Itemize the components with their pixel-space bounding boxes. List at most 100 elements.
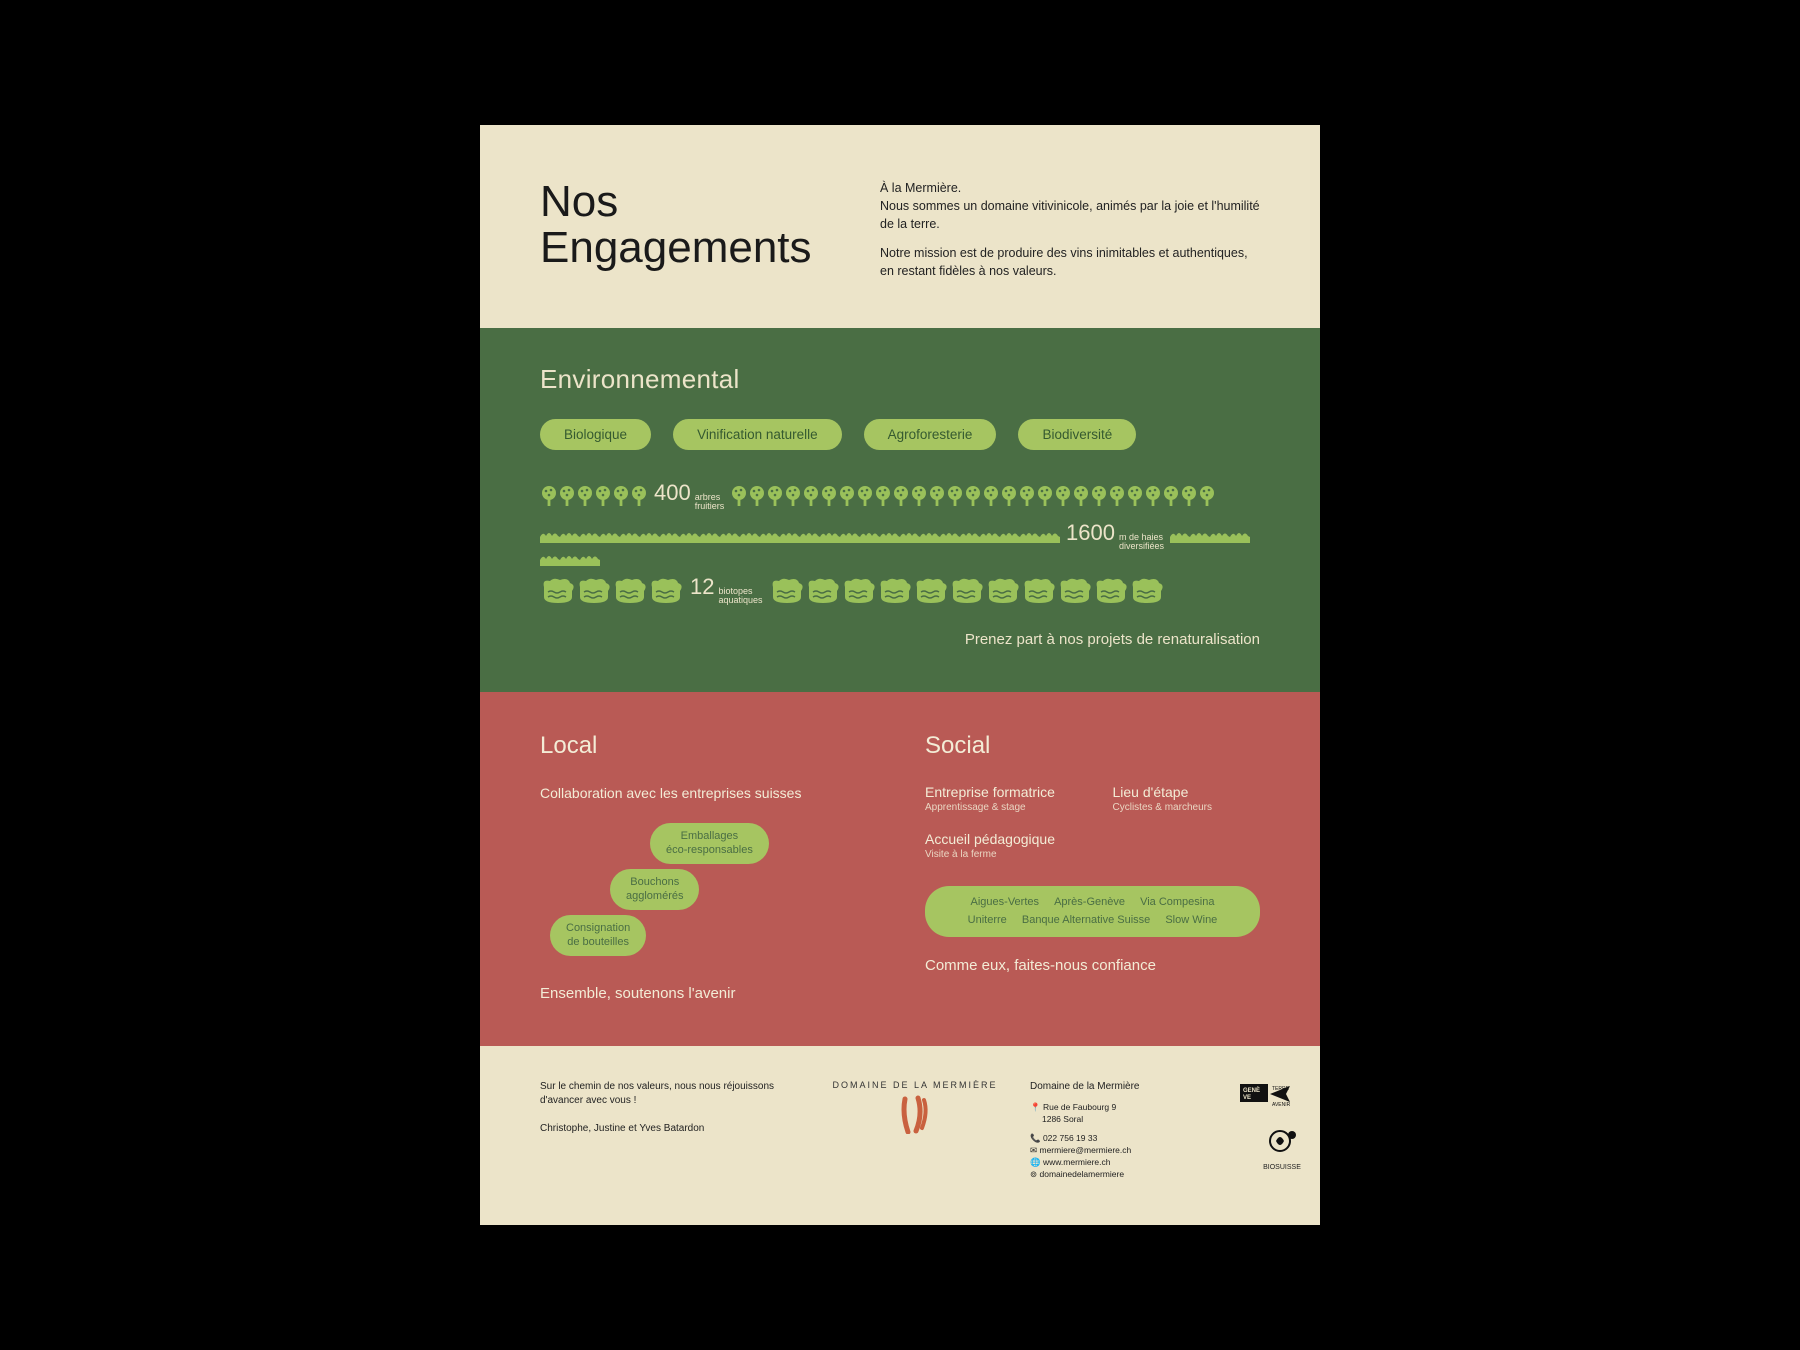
hedge-icon bbox=[540, 529, 560, 543]
hedge-icon bbox=[580, 529, 600, 543]
env-pill-row: Biologique Vinification naturelle Agrofo… bbox=[540, 419, 1260, 450]
social-item-title: Lieu d'étape bbox=[1113, 784, 1261, 800]
tree-icon bbox=[1144, 485, 1162, 507]
contact-email: mermiere@mermiere.ch bbox=[1039, 1145, 1131, 1155]
tree-icon bbox=[612, 485, 630, 507]
tree-icon bbox=[576, 485, 594, 507]
hedge-icon bbox=[1210, 529, 1230, 543]
intro-line-2: Nous sommes un domaine vitivinicole, ani… bbox=[880, 199, 1260, 231]
social-item-sub: Visite à la ferme bbox=[925, 849, 1073, 860]
stat-label: 1600 m de haiesdiversifiées bbox=[1066, 520, 1164, 552]
social-item-title: Accueil pédagogique bbox=[925, 831, 1073, 847]
hedge-icon bbox=[920, 529, 940, 543]
stat-label: 400 arbresfruitiers bbox=[654, 480, 724, 512]
header-section: Nos Engagements À la Mermière. Nous somm… bbox=[480, 125, 1320, 328]
hedge-icon bbox=[820, 529, 840, 543]
tree-icon bbox=[1162, 485, 1180, 507]
hedge-icon bbox=[1230, 529, 1250, 543]
stat-sublabel: arbresfruitiers bbox=[695, 493, 725, 512]
hedge-icon bbox=[580, 552, 600, 566]
tree-icon bbox=[540, 485, 558, 507]
pond-icon bbox=[1021, 577, 1057, 603]
cert-geneve-icon: GENÈ VE TERRE AVENIR bbox=[1240, 1080, 1302, 1108]
tree-icon bbox=[558, 485, 576, 507]
hedge-icon bbox=[560, 552, 580, 566]
logo-text: DOMAINE DE LA MERMIÈRE bbox=[832, 1080, 997, 1090]
closing-signature: Christophe, Justine et Yves Batardon bbox=[540, 1122, 800, 1136]
tree-icon bbox=[1072, 485, 1090, 507]
pond-icon bbox=[540, 577, 576, 603]
hedge-icon bbox=[1170, 529, 1190, 543]
partner-name: Aigues-Vertes bbox=[971, 896, 1039, 908]
hedge-icon bbox=[880, 529, 900, 543]
tree-icon bbox=[1054, 485, 1072, 507]
social-item: Lieu d'étape Cyclistes & marcheurs bbox=[1113, 784, 1261, 813]
local-bubble-stack: Emballageséco-responsables Bouchonsagglom… bbox=[540, 823, 875, 973]
intro-line-1: À la Mermière. bbox=[880, 181, 961, 195]
tree-icon bbox=[730, 485, 748, 507]
stat-row-trees: 400 arbresfruitiers bbox=[540, 480, 1260, 512]
hedge-icon bbox=[960, 529, 980, 543]
cert-geneve: GENÈ VE TERRE AVENIR bbox=[1240, 1080, 1302, 1111]
title-line-1: Nos bbox=[540, 177, 618, 226]
partner-name: Uniterre bbox=[968, 914, 1007, 926]
env-stats: 400 arbresfruitiers bbox=[540, 480, 1260, 606]
tree-icon bbox=[1108, 485, 1126, 507]
svg-text:GENÈ: GENÈ bbox=[1243, 1086, 1260, 1094]
page-title: Nos Engagements bbox=[540, 179, 840, 280]
partner-name: Après-Genève bbox=[1054, 896, 1125, 908]
cert-biosuisse-icon bbox=[1262, 1129, 1302, 1161]
social-item: Entreprise formatrice Apprentissage & st… bbox=[925, 784, 1073, 813]
tree-icon bbox=[630, 485, 648, 507]
env-pill: Vinification naturelle bbox=[673, 419, 842, 450]
hedge-icon bbox=[900, 529, 920, 543]
tree-icon bbox=[748, 485, 766, 507]
hedge-icon bbox=[760, 529, 780, 543]
stat-label: 12 biotopesaquatiques bbox=[690, 574, 763, 606]
hedge-icon bbox=[940, 529, 960, 543]
tree-icon bbox=[802, 485, 820, 507]
tree-icon bbox=[964, 485, 982, 507]
svg-text:TERRE: TERRE bbox=[1272, 1086, 1290, 1092]
env-pill: Biologique bbox=[540, 419, 651, 450]
partner-name: Slow Wine bbox=[1165, 914, 1217, 926]
social-column: Social Entreprise formatrice Apprentissa… bbox=[925, 732, 1260, 1002]
partner-pill: Aigues-Vertes Après-Genève Via Compesina… bbox=[925, 886, 1260, 936]
local-bubble: Emballageséco-responsables bbox=[650, 823, 769, 863]
tree-icon bbox=[784, 485, 802, 507]
pond-icon bbox=[985, 577, 1021, 603]
local-bubble: Consignationde bouteilles bbox=[550, 915, 646, 955]
hedge-icon bbox=[640, 529, 660, 543]
footer-section: Sur le chemin de nos valeurs, nous nous … bbox=[480, 1046, 1320, 1224]
env-pill: Agroforesterie bbox=[864, 419, 997, 450]
pond-icon bbox=[1057, 577, 1093, 603]
hedge-icon bbox=[1190, 529, 1210, 543]
hedge-icon bbox=[740, 529, 760, 543]
intro-text: À la Mermière. Nous sommes un domaine vi… bbox=[880, 179, 1260, 280]
social-item-title: Entreprise formatrice bbox=[925, 784, 1073, 800]
stat-sublabel: biotopesaquatiques bbox=[718, 587, 762, 606]
tree-icon bbox=[1018, 485, 1036, 507]
tree-icon bbox=[594, 485, 612, 507]
footer-certifications: GENÈ VE TERRE AVENIR BIOSUISSE bbox=[1240, 1080, 1302, 1171]
local-column: Local Collaboration avec les entreprises… bbox=[540, 732, 875, 1002]
tree-icon bbox=[982, 485, 1000, 507]
local-social-section: Local Collaboration avec les entreprises… bbox=[480, 692, 1320, 1046]
pond-icon bbox=[648, 577, 684, 603]
pond-icon bbox=[841, 577, 877, 603]
tree-icon bbox=[1126, 485, 1144, 507]
local-cta: Ensemble, soutenons l'avenir bbox=[540, 985, 875, 1002]
closing-text: Sur le chemin de nos valeurs, nous nous … bbox=[540, 1080, 800, 1108]
hedge-icon bbox=[700, 529, 720, 543]
social-item: Accueil pédagogique Visite à la ferme bbox=[925, 831, 1073, 860]
partner-name: Via Compesina bbox=[1140, 896, 1214, 908]
tree-icon bbox=[838, 485, 856, 507]
local-heading: Local bbox=[540, 732, 875, 760]
tree-icon bbox=[1036, 485, 1054, 507]
tree-icon bbox=[856, 485, 874, 507]
stat-sublabel: m de haiesdiversifiées bbox=[1119, 533, 1164, 552]
local-bubble: Bouchonsagglomérés bbox=[610, 869, 699, 909]
social-heading: Social bbox=[925, 732, 1260, 760]
contact-addr-1: Rue de Faubourg 9 bbox=[1043, 1102, 1116, 1112]
partner-name: Banque Alternative Suisse bbox=[1022, 914, 1150, 926]
